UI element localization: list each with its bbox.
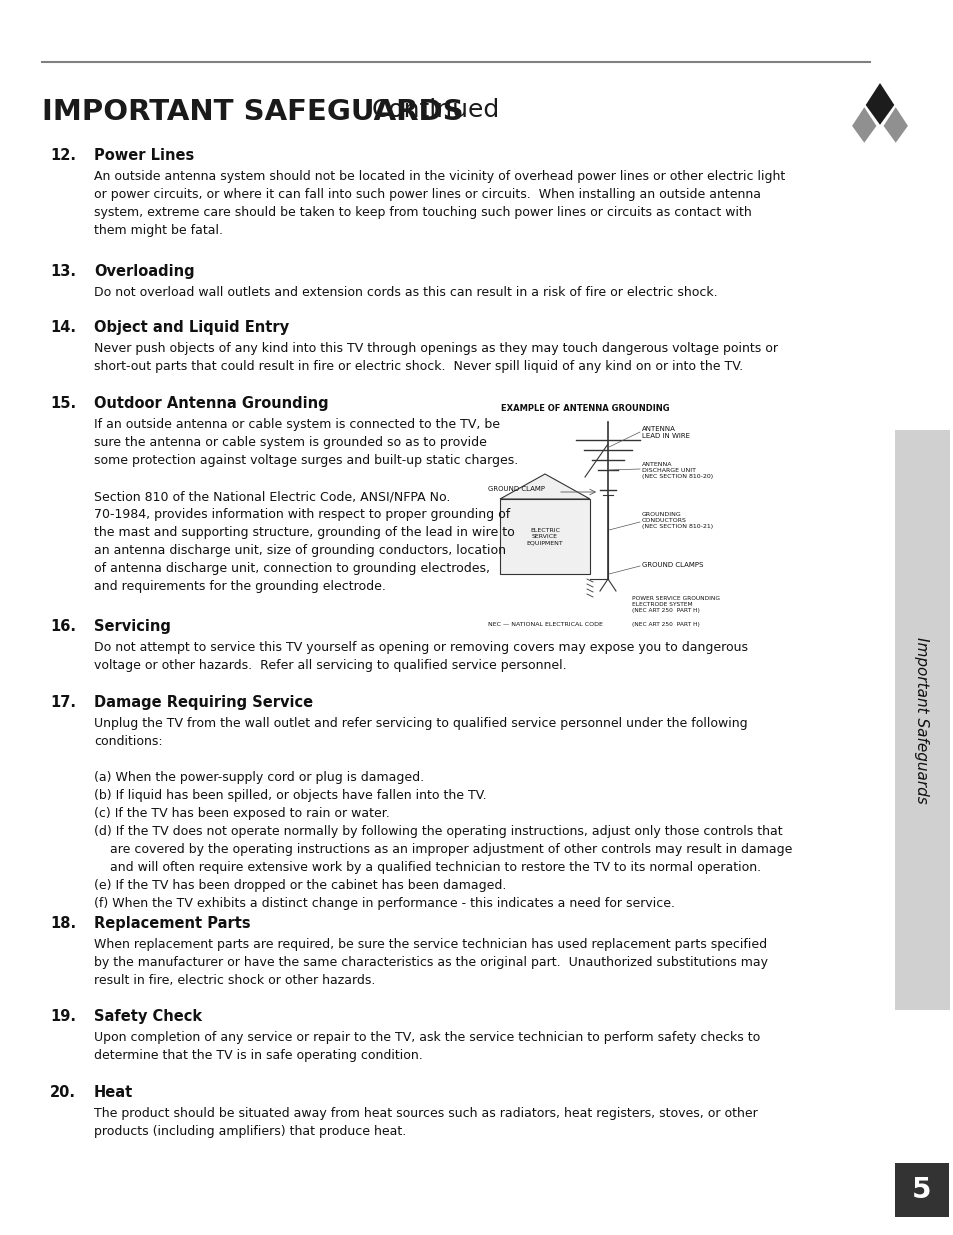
Text: If an outside antenna or cable system is connected to the TV, be
sure the antenn: If an outside antenna or cable system is… — [94, 417, 517, 593]
Text: The product should be situated away from heat sources such as radiators, heat re: The product should be situated away from… — [94, 1107, 757, 1137]
Text: When replacement parts are required, be sure the service technician has used rep: When replacement parts are required, be … — [94, 939, 767, 987]
Bar — [894, 1163, 948, 1216]
Text: An outside antenna system should not be located in the vicinity of overhead powe: An outside antenna system should not be … — [94, 170, 784, 237]
Text: NEC — NATIONAL ELECTRICAL CODE: NEC — NATIONAL ELECTRICAL CODE — [488, 622, 602, 627]
Text: 19.: 19. — [50, 1009, 76, 1024]
Text: Upon completion of any service or repair to the TV, ask the service technician t: Upon completion of any service or repair… — [94, 1031, 760, 1062]
Text: Outdoor Antenna Grounding: Outdoor Antenna Grounding — [94, 396, 328, 411]
Bar — [499, 499, 589, 574]
Text: GROUND CLAMPS: GROUND CLAMPS — [641, 562, 702, 568]
Text: GROUNDING
CONDUCTORS
(NEC SECTION 810-21): GROUNDING CONDUCTORS (NEC SECTION 810-21… — [641, 513, 713, 529]
Text: Unplug the TV from the wall outlet and refer servicing to qualified service pers: Unplug the TV from the wall outlet and r… — [94, 718, 792, 910]
Text: 12.: 12. — [50, 148, 76, 163]
Text: 13.: 13. — [50, 264, 76, 279]
Text: 16.: 16. — [50, 619, 76, 634]
Text: Safety Check: Safety Check — [94, 1009, 202, 1024]
Text: ANTENNA
DISCHARGE UNIT
(NEC SECTION 810-20): ANTENNA DISCHARGE UNIT (NEC SECTION 810-… — [641, 462, 713, 479]
Text: 18.: 18. — [50, 916, 76, 931]
Text: Never push objects of any kind into this TV through openings as they may touch d: Never push objects of any kind into this… — [94, 342, 778, 373]
Polygon shape — [864, 83, 893, 125]
Text: 5: 5 — [911, 1176, 931, 1204]
Bar — [894, 430, 949, 1010]
Polygon shape — [882, 107, 907, 143]
Text: IMPORTANT SAFEGUARDS: IMPORTANT SAFEGUARDS — [42, 98, 463, 126]
Text: GROUND CLAMP: GROUND CLAMP — [488, 487, 544, 492]
Text: Overloading: Overloading — [94, 264, 194, 279]
Text: Heat: Heat — [94, 1086, 133, 1100]
Text: 15.: 15. — [50, 396, 76, 411]
Text: Important Safeguards: Important Safeguards — [914, 636, 928, 804]
Text: 14.: 14. — [50, 320, 76, 335]
Polygon shape — [851, 107, 876, 143]
Text: Replacement Parts: Replacement Parts — [94, 916, 251, 931]
Text: Do not attempt to service this TV yourself as opening or removing covers may exp: Do not attempt to service this TV yourse… — [94, 641, 747, 672]
Text: Power Lines: Power Lines — [94, 148, 194, 163]
Text: ANTENNA
LEAD IN WIRE: ANTENNA LEAD IN WIRE — [641, 426, 689, 438]
Text: Do not overload wall outlets and extension cords as this can result in a risk of: Do not overload wall outlets and extensi… — [94, 287, 717, 299]
Text: EXAMPLE OF ANTENNA GROUNDING: EXAMPLE OF ANTENNA GROUNDING — [500, 404, 669, 412]
Text: 17.: 17. — [50, 695, 76, 710]
Text: Damage Requiring Service: Damage Requiring Service — [94, 695, 313, 710]
Text: ELECTRIC
SERVICE
EQUIPMENT: ELECTRIC SERVICE EQUIPMENT — [526, 527, 563, 545]
Text: Servicing: Servicing — [94, 619, 171, 634]
Text: Continued: Continued — [372, 98, 499, 122]
Text: POWER SERVICE GROUNDING
ELECTRODE SYSTEM
(NEC ART 250  PART H): POWER SERVICE GROUNDING ELECTRODE SYSTEM… — [631, 597, 720, 613]
Text: 20.: 20. — [50, 1086, 76, 1100]
Text: (NEC ART 250  PART H): (NEC ART 250 PART H) — [631, 622, 700, 627]
Text: Object and Liquid Entry: Object and Liquid Entry — [94, 320, 289, 335]
Polygon shape — [499, 474, 589, 499]
